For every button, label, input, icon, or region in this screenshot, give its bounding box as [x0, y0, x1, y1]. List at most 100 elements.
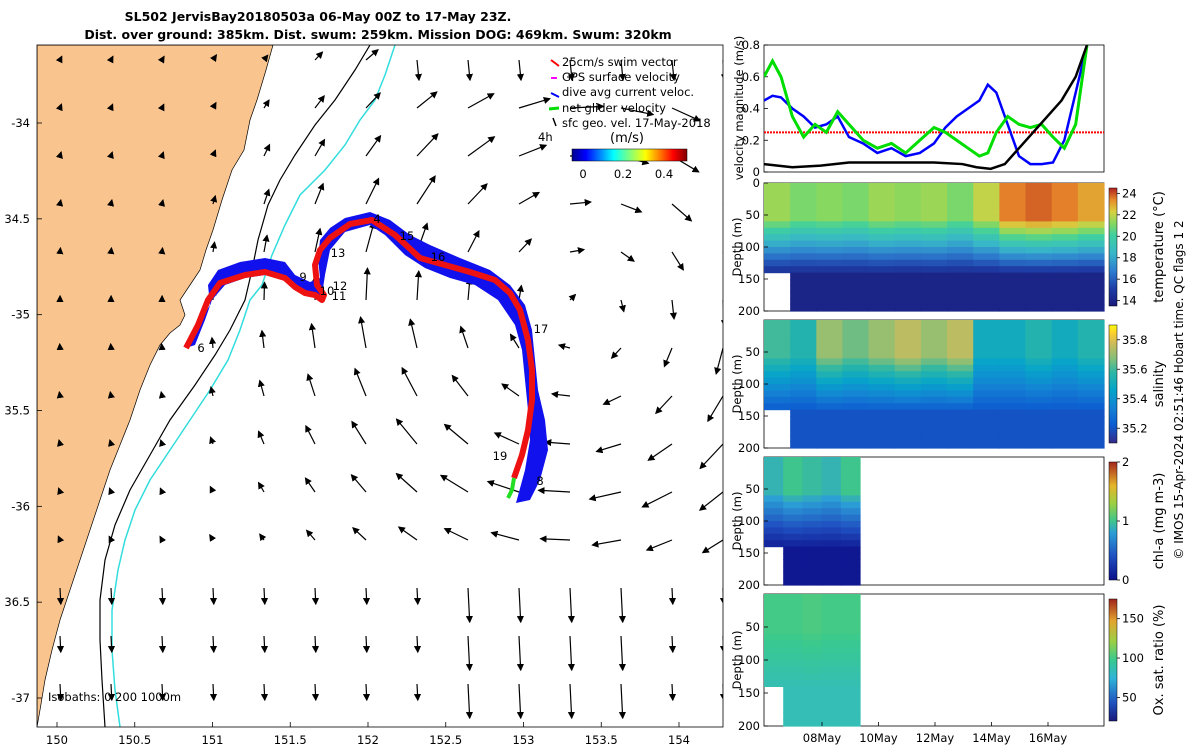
section-cell: [840, 553, 861, 560]
geostrophic-arrow: [261, 54, 269, 63]
map-xtick-label: 152: [357, 733, 379, 747]
section-cell: [764, 247, 791, 254]
section-cell: [1051, 253, 1079, 261]
section-cell: [973, 390, 1000, 398]
section-cell: [802, 673, 823, 681]
geostrophic-arrow: [569, 103, 605, 111]
section-ytick-label: 50: [745, 482, 760, 496]
section-cell: [920, 234, 948, 242]
section-cell: [1077, 364, 1105, 372]
section-cell: [821, 607, 842, 615]
geostrophic-arrow: [314, 227, 323, 253]
section-ytick-label: 150: [738, 546, 760, 560]
section-cell: [790, 384, 817, 391]
section-cell: [816, 285, 844, 293]
section-cell: [1077, 403, 1105, 411]
section-cell: [842, 253, 870, 261]
geostrophic-arrow: [365, 48, 379, 61]
section-cell: [868, 183, 896, 190]
velocity-series-line: [764, 45, 1089, 166]
velocity-ytick-label: 0.4: [742, 102, 760, 116]
section-cell: [1025, 371, 1053, 379]
section-cell: [816, 409, 844, 417]
section-cell: [973, 259, 1000, 267]
section-cell: [868, 279, 896, 286]
section-cell: [790, 189, 817, 197]
section-cell: [999, 441, 1027, 449]
section-cell: [840, 620, 861, 628]
section-ylabel: Depth (m): [730, 492, 744, 551]
section-cell: [764, 339, 791, 347]
section-cell: [816, 371, 844, 379]
section-cell: [1077, 227, 1105, 235]
section-cell: [802, 521, 823, 528]
section-cell: [816, 345, 844, 353]
map-xtick-label: 150: [46, 733, 68, 747]
section-cell: [920, 298, 948, 306]
section-cell: [821, 578, 842, 586]
geostrophic-arrow: [56, 390, 64, 399]
geostrophic-arrow: [57, 438, 64, 447]
geostrophic-arrow: [108, 487, 116, 496]
geostrophic-arrow: [55, 55, 63, 64]
section-cell: [802, 653, 823, 661]
section-cell: [868, 390, 896, 398]
velocity-series-line: [764, 45, 1089, 171]
section-cell: [821, 527, 842, 535]
geostrophic-arrow: [107, 587, 116, 606]
section-cell: [1025, 358, 1053, 366]
section-cell: [868, 371, 896, 379]
speed-colorbar: [571, 148, 688, 162]
section-cell: [764, 352, 791, 359]
section-cell: [764, 240, 791, 248]
geostrophic-arrow: [157, 55, 165, 64]
section-cell: [947, 227, 974, 235]
map-frame: [36, 44, 724, 728]
section-cell: [973, 298, 1000, 306]
section-cell: [842, 240, 870, 248]
section-cell: [821, 666, 842, 674]
section-cell: [790, 390, 817, 398]
section-ytick-label: 100: [738, 653, 760, 667]
section-cell: [783, 706, 803, 714]
section-cell: [868, 234, 896, 242]
section-cell: [764, 514, 784, 522]
geostrophic-arrow: [362, 587, 371, 606]
section-cell: [1051, 234, 1079, 242]
section-cell: [1077, 390, 1105, 398]
geostrophic-arrow: [209, 683, 218, 702]
geostrophic-arrow: [314, 94, 325, 109]
section-cell: [868, 326, 896, 334]
section-cell: [816, 279, 844, 286]
section-cell: [816, 298, 844, 306]
section-cell: [868, 377, 896, 385]
section-cell: [973, 285, 1000, 293]
section-cell: [894, 298, 922, 306]
section-cell: [764, 501, 784, 509]
section-cell: [816, 384, 844, 391]
section-cell: [973, 253, 1000, 261]
section-cell: [920, 320, 948, 327]
section-cell: [790, 435, 817, 443]
section-cell: [894, 285, 922, 293]
section-cell: [842, 409, 870, 417]
section-cell: [947, 208, 974, 216]
section-cell: [973, 358, 1000, 366]
section-cell: [1025, 208, 1053, 216]
section-cell: [842, 234, 870, 242]
section-cell: [999, 253, 1027, 261]
geostrophic-arrow: [465, 635, 473, 672]
section-cell: [802, 693, 823, 701]
geostrophic-arrow: [56, 198, 64, 207]
section-cell: [821, 533, 842, 541]
geostrophic-arrow: [439, 474, 469, 493]
track-day-label: 4: [373, 212, 380, 226]
geostrophic-arrow: [698, 491, 723, 511]
section-cell: [894, 227, 922, 235]
section-cell: [1051, 339, 1079, 347]
section-cell: [802, 514, 823, 522]
geostrophic-arrow: [209, 485, 217, 494]
section-cell: [1077, 371, 1105, 379]
track-day-label: 13: [331, 246, 346, 260]
